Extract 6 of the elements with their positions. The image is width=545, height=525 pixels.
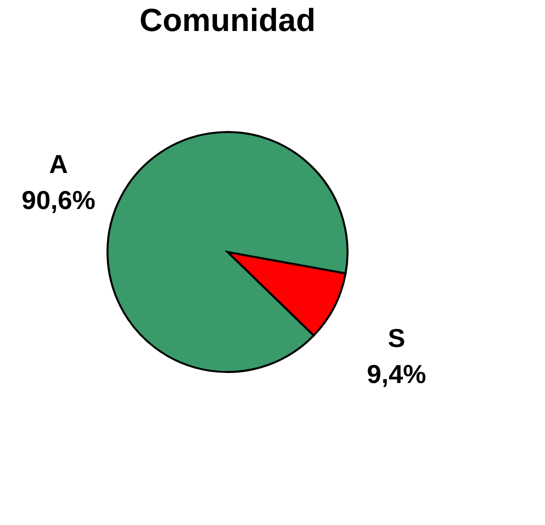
data-label: 9,4% bbox=[366, 358, 426, 389]
slice-label: A bbox=[49, 149, 68, 180]
slice-label: S bbox=[388, 322, 406, 353]
data-label: 90,6% bbox=[22, 185, 96, 216]
chart-title: Comunidad bbox=[140, 2, 316, 38]
pie-slice bbox=[106, 131, 348, 373]
